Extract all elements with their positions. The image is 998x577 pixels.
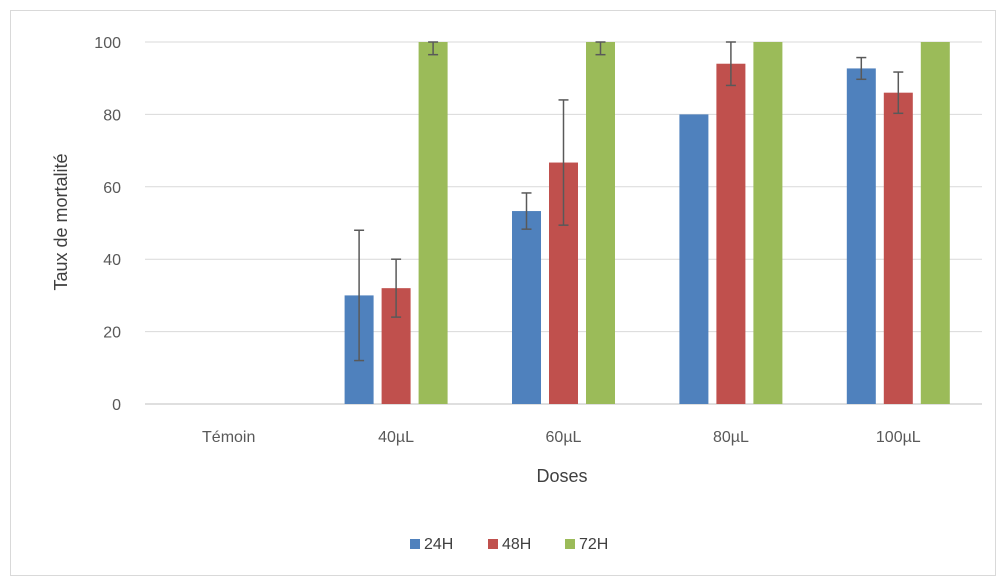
y-tick-label: 20 — [103, 325, 121, 342]
bar — [716, 63, 746, 404]
legend-label: 24H — [424, 536, 453, 553]
y-axis-title: Taux de mortalité — [51, 153, 71, 290]
y-tick-label: 0 — [112, 397, 121, 414]
bar — [753, 42, 783, 404]
legend-swatch — [410, 539, 420, 549]
bar — [679, 114, 709, 405]
bar — [512, 211, 541, 404]
chart-frame — [10, 10, 996, 576]
legend-swatch — [565, 539, 575, 549]
legend: 24H 48H 72H — [410, 536, 608, 553]
y-tick-label: 100 — [94, 35, 121, 52]
y-tick-labels: 0 20 40 60 80 100 — [94, 35, 121, 414]
y-tick-label: 80 — [103, 107, 121, 124]
y-tick-label: 40 — [103, 252, 121, 269]
x-tick-label: Témoin — [202, 429, 255, 446]
x-tick-label: 40µL — [378, 429, 414, 446]
x-tick-labels: Témoin 40µL 60µL 80µL 100µL — [202, 429, 921, 446]
bar — [846, 68, 876, 405]
x-tick-label: 100µL — [876, 429, 921, 446]
error-bars — [354, 41, 904, 362]
x-tick-label: 80µL — [713, 429, 749, 446]
bar — [883, 92, 913, 405]
bar — [586, 42, 615, 404]
legend-label: 48H — [502, 536, 531, 553]
x-tick-label: 60µL — [546, 429, 582, 446]
legend-swatch — [488, 539, 498, 549]
x-axis-title: Doses — [536, 466, 587, 486]
bar — [418, 42, 448, 404]
bar — [920, 42, 950, 404]
legend-label: 72H — [579, 536, 608, 553]
y-tick-label: 60 — [103, 180, 121, 197]
bars — [344, 42, 950, 405]
